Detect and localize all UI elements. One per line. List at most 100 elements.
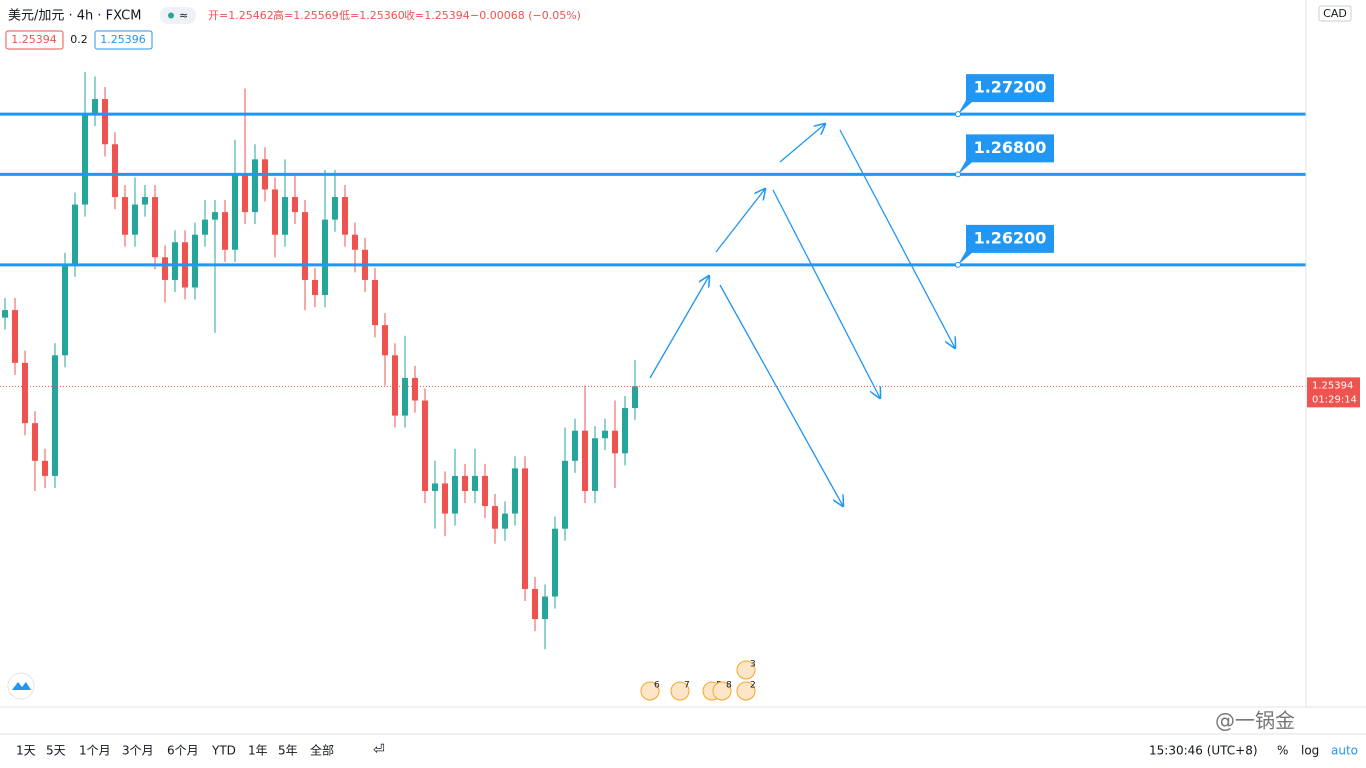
candle (462, 463, 468, 504)
event-icon[interactable] (736, 660, 756, 680)
candle (152, 184, 158, 270)
candle-body (322, 219, 328, 296)
candle-body (332, 197, 338, 220)
price-axis (1306, 0, 1366, 707)
candle (132, 177, 138, 247)
candle (552, 516, 558, 609)
ask[interactable]: 1.25396 (100, 33, 146, 46)
candle-body (342, 197, 348, 235)
candle-body (472, 475, 478, 491)
candle-body (172, 242, 178, 280)
bid[interactable]: 1.25394 (11, 33, 57, 46)
ohlc-value: 收=1.25394 (404, 8, 470, 22)
candle-body (12, 310, 18, 363)
candle (52, 343, 58, 488)
event-icon[interactable] (712, 681, 732, 701)
level-callout (958, 224, 1054, 265)
candle (42, 448, 48, 488)
symbol[interactable]: 美元/加元 · 4h · FXCM (8, 9, 141, 24)
candle-body (82, 114, 88, 205)
level-label: 1.27200 (974, 78, 1047, 97)
candle (282, 159, 288, 247)
range-button[interactable]: 6个月 (167, 744, 199, 758)
range-button[interactable]: 5天 (46, 744, 66, 758)
level-callout (958, 134, 1054, 175)
candle-body (512, 468, 518, 514)
candle (452, 448, 458, 526)
candle (532, 576, 538, 632)
candle-body (542, 596, 548, 620)
candle-body (22, 362, 28, 424)
status-dot (168, 12, 174, 19)
candle-body (522, 468, 528, 589)
candle (322, 169, 328, 308)
candle (482, 463, 488, 519)
candle-body (292, 197, 298, 213)
candle (112, 132, 118, 210)
candle (312, 267, 318, 308)
candle-body (392, 355, 398, 416)
candle (172, 230, 178, 292)
event-count: 3 (750, 660, 756, 670)
status-icon: ≈ (179, 9, 188, 22)
ohlc-value: 高=1.25569 (273, 8, 339, 22)
level-handle (955, 171, 961, 178)
candle-body (62, 264, 68, 356)
candle (12, 298, 18, 375)
candle-body (502, 513, 508, 529)
candle (602, 418, 608, 451)
candle (522, 456, 528, 602)
candle (472, 448, 478, 504)
candle (62, 252, 68, 368)
event-icon[interactable] (670, 681, 690, 701)
candle-body (412, 377, 418, 401)
status-pill (160, 7, 196, 24)
ask-box[interactable] (94, 30, 153, 50)
candle-body (92, 99, 98, 115)
candle (392, 343, 398, 428)
candle-body (442, 483, 448, 514)
candle-body (162, 257, 168, 280)
candle-body (462, 475, 468, 491)
candle (402, 335, 408, 428)
candle-body (42, 460, 48, 476)
range-button[interactable]: 1天 (16, 744, 36, 758)
candle-body (562, 460, 568, 529)
range-button[interactable]: 全部 (310, 743, 334, 758)
event-icon[interactable] (640, 681, 660, 701)
bid-box[interactable] (5, 30, 64, 50)
ohlc-value: −0.00068 (−0.05%) (470, 9, 581, 22)
range-button[interactable]: 3个月 (122, 744, 154, 758)
range-button[interactable]: 1个月 (79, 744, 111, 758)
candle-body (112, 144, 118, 198)
scale-option[interactable]: log (1301, 744, 1319, 758)
candle (632, 359, 638, 421)
event-icon[interactable] (736, 681, 756, 701)
level-label: 1.26800 (974, 138, 1047, 157)
currency-box (1318, 5, 1352, 22)
scale-option[interactable]: auto (1331, 744, 1358, 758)
date-range-icon[interactable]: ⏎ (373, 742, 385, 758)
candle (512, 456, 518, 526)
candle-body (452, 475, 458, 514)
candle (442, 471, 448, 537)
candle (272, 177, 278, 258)
candle (382, 313, 388, 386)
candle-body (72, 204, 78, 265)
candle-body (592, 438, 598, 491)
candle-body (352, 234, 358, 250)
candle-body (622, 408, 628, 454)
candle (82, 71, 88, 217)
candle (622, 396, 628, 466)
candle (142, 184, 148, 217)
candle (502, 501, 508, 541)
candle-body (552, 528, 558, 597)
range-button[interactable]: 5年 (278, 744, 298, 758)
range-button[interactable]: YTD (211, 744, 236, 758)
candle (582, 385, 588, 504)
candle (422, 388, 428, 504)
candle (542, 584, 548, 650)
range-button[interactable]: 1年 (248, 744, 268, 758)
scale-option[interactable]: % (1277, 744, 1288, 758)
